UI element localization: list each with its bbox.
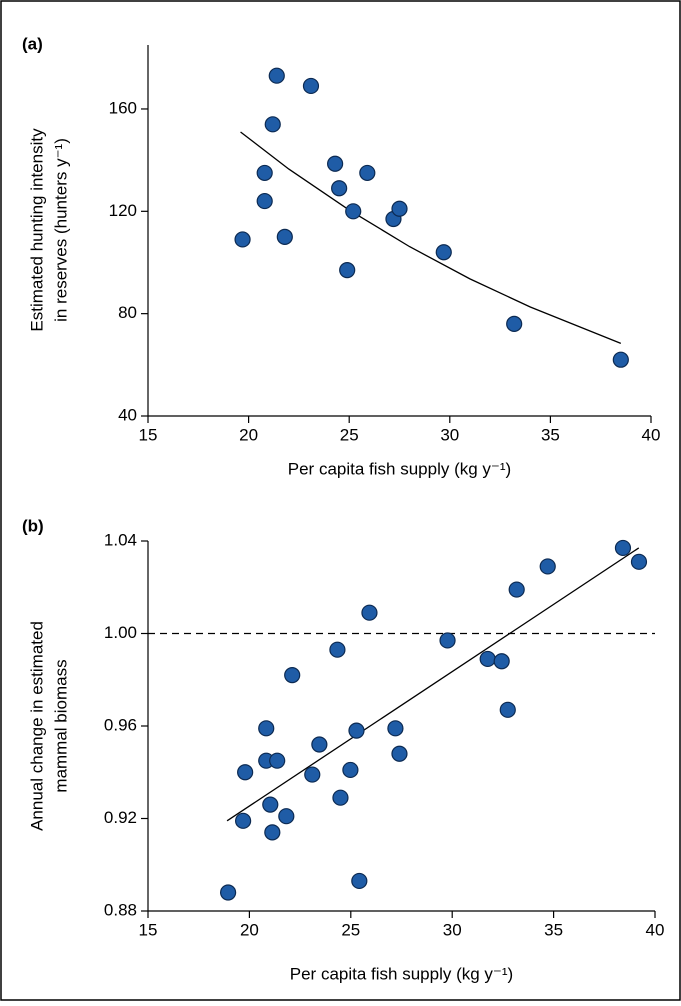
x-tick-label: 20 [239,425,258,444]
data-point [508,581,525,598]
data-point [345,203,362,220]
y-tick-label: 0.92 [104,808,137,827]
data-point [220,884,237,901]
x-tick-label: 15 [139,425,158,444]
data-point [342,761,359,779]
y-axis-title: Annual change in estimated [27,621,46,831]
x-tick-label: 25 [340,425,359,444]
data-point [264,116,281,133]
data-point [235,812,252,829]
y-tick-label: 40 [118,405,137,424]
trend-line [240,131,622,344]
data-point [348,722,365,739]
data-point [304,766,321,783]
data-point [302,77,320,95]
y-tick-label: 120 [109,201,137,220]
data-point [506,315,523,332]
data-point [339,262,356,279]
data-point [284,667,301,684]
data-point [268,67,285,84]
data-point [359,164,376,182]
data-point [276,228,293,245]
data-point [262,796,279,813]
x-axis-title: Per capita fish supply (kg y⁻¹) [288,459,511,478]
y-axis-title: in reserves (hunters y⁻¹) [51,138,70,322]
data-point [237,764,254,781]
y-tick-label: 1.00 [104,623,137,642]
x-axis-title: Per capita fish supply (kg y⁻¹) [290,964,513,983]
x-tick-label: 35 [541,425,560,444]
y-axis-title: mammal biomass [51,659,70,792]
y-tick-label: 160 [109,98,137,117]
x-tick-label: 25 [341,920,360,939]
y-tick-label: 0.88 [104,900,137,919]
trend-line [226,547,640,822]
panel-label: (a) [22,34,43,53]
data-point [435,244,452,261]
data-point [630,553,648,570]
data-point [612,351,629,368]
data-point [361,604,378,621]
data-point [234,231,251,248]
data-point [329,641,346,658]
data-point [264,824,281,841]
x-tick-label: 20 [240,920,259,939]
data-point [327,155,344,172]
panel-label: (b) [22,516,44,535]
data-point [439,632,456,649]
x-tick-label: 30 [440,425,459,444]
data-point [256,164,273,182]
data-point [311,736,328,753]
data-point [258,720,275,737]
data-point [539,558,556,575]
y-axis-title: Estimated hunting intensity [27,128,46,332]
data-point [278,808,295,825]
data-point [493,653,510,670]
data-point [331,180,348,197]
x-tick-label: 15 [139,920,158,939]
data-point [479,650,496,668]
x-tick-label: 35 [544,920,563,939]
data-point [387,720,404,737]
data-point [499,701,516,718]
data-point [391,200,408,217]
x-tick-label: 30 [443,920,462,939]
y-tick-label: 0.96 [104,715,137,734]
data-point [332,789,349,806]
data-point [256,192,273,210]
y-tick-label: 1.04 [104,530,137,549]
data-point [614,539,632,557]
x-tick-label: 40 [642,425,661,444]
data-point [391,745,408,762]
data-point [269,752,286,769]
x-tick-label: 40 [646,920,665,939]
y-tick-label: 80 [118,303,137,322]
data-point [351,872,368,890]
